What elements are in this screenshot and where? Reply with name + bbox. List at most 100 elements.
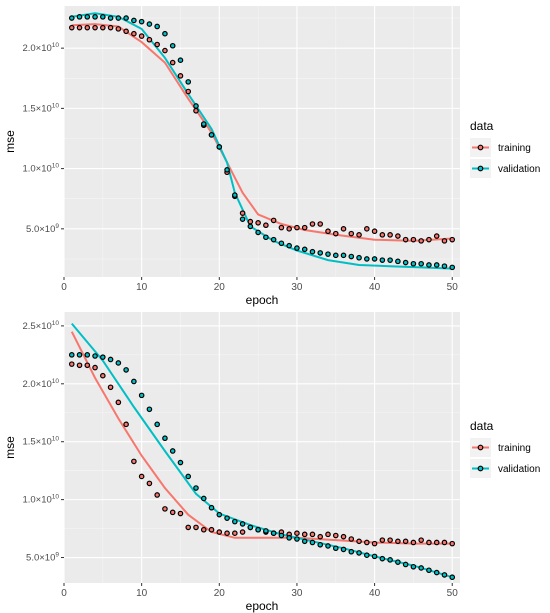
data-point-validation: [263, 234, 269, 241]
data-point-validation: [301, 538, 308, 545]
data-point-validation: [278, 532, 285, 539]
data-point-training: [154, 41, 160, 48]
data-point-validation: [278, 240, 285, 247]
data-point-validation: [433, 262, 440, 268]
data-point-training: [325, 228, 331, 235]
data-point-training: [433, 539, 440, 546]
data-point-validation: [138, 18, 145, 25]
data-point-training: [100, 24, 106, 31]
data-point-validation: [356, 550, 362, 556]
data-point-validation: [402, 561, 409, 568]
data-point-training: [154, 492, 160, 498]
data-point-validation: [177, 57, 184, 64]
data-point-training: [441, 539, 448, 546]
data-point-training: [146, 36, 153, 43]
legend-key-point: [477, 444, 484, 451]
data-point-validation: [441, 572, 448, 578]
data-point-training: [387, 232, 393, 238]
data-point-validation: [294, 245, 300, 251]
data-point-training: [395, 233, 401, 239]
data-point-training: [169, 59, 176, 66]
data-point-training: [123, 421, 129, 428]
data-point-validation: [131, 17, 137, 24]
data-point-training: [371, 540, 378, 547]
data-point-validation: [263, 528, 269, 534]
data-point-validation: [115, 360, 122, 366]
data-point-training: [131, 458, 137, 465]
data-point-training: [131, 30, 137, 37]
y-tick-mantissa: 2.5×10: [22, 321, 51, 332]
data-point-validation: [123, 367, 129, 373]
data-point-validation: [255, 229, 261, 236]
data-point-validation: [162, 30, 168, 37]
data-point-training: [68, 24, 75, 31]
y-tick-label: 1.5×1010: [22, 436, 59, 448]
data-point-validation: [379, 257, 386, 263]
y-tick-mantissa: 1.5×10: [22, 437, 51, 448]
data-point-validation: [286, 242, 292, 249]
y-tick-mantissa: 5.0×10: [26, 224, 55, 235]
data-point-validation: [325, 251, 331, 257]
data-point-training: [255, 220, 261, 226]
data-point-validation: [426, 262, 432, 268]
x-tick-label: 40: [369, 588, 381, 599]
data-point-validation: [193, 103, 199, 109]
data-point-validation: [387, 257, 393, 263]
data-point-validation: [138, 392, 145, 399]
y-tick-exponent: 10: [52, 378, 60, 385]
data-point-validation: [162, 435, 168, 442]
x-tick-label: 40: [369, 282, 381, 293]
legend-label-validation: validation: [498, 464, 540, 475]
data-point-training: [387, 537, 393, 543]
data-point-validation: [131, 378, 137, 385]
data-point-validation: [418, 260, 424, 267]
data-point-training: [309, 221, 316, 227]
data-point-training: [364, 226, 370, 232]
data-point-validation: [239, 216, 246, 222]
data-point-training: [92, 24, 98, 31]
y-tick-label: 5.0×109: [26, 552, 59, 564]
data-point-training: [193, 524, 199, 531]
data-point-training: [348, 230, 355, 237]
data-point-validation: [185, 473, 192, 480]
data-point-validation: [270, 530, 277, 537]
data-point-validation: [123, 15, 129, 21]
data-point-training: [426, 539, 432, 546]
data-point-validation: [247, 223, 254, 230]
y-tick-mantissa: 1.5×10: [22, 103, 51, 114]
data-point-validation: [340, 546, 347, 553]
y-axis-title: mse: [3, 130, 17, 153]
data-point-validation: [232, 192, 238, 198]
data-point-training: [332, 532, 339, 539]
legend-label-validation: validation: [498, 164, 540, 175]
data-point-training: [348, 536, 355, 542]
data-point-training: [340, 533, 347, 540]
data-point-training: [76, 24, 83, 31]
data-point-validation: [146, 21, 153, 27]
data-point-validation: [317, 250, 324, 256]
x-tick-label: 50: [447, 282, 459, 293]
legend-key-point: [477, 165, 484, 172]
data-point-training: [193, 107, 199, 114]
y-tick-mantissa: 1.0×10: [22, 495, 51, 506]
y-tick-exponent: 10: [52, 102, 60, 109]
data-point-validation: [200, 121, 207, 127]
data-point-validation: [115, 15, 122, 21]
data-point-training: [107, 384, 114, 391]
data-point-training: [162, 506, 168, 512]
data-point-validation: [449, 574, 456, 581]
y-tick-label: 2.0×1010: [22, 378, 59, 390]
data-point-training: [301, 531, 308, 538]
data-point-training: [84, 362, 91, 369]
data-point-training: [115, 26, 122, 32]
plot-background: [64, 6, 460, 277]
y-tick-exponent: 9: [55, 552, 59, 559]
data-point-validation: [356, 254, 362, 261]
data-point-training: [224, 530, 230, 537]
data-point-training: [402, 538, 409, 545]
legend-key-point: [477, 465, 484, 472]
x-axis-title: epoch: [246, 293, 279, 307]
data-point-training: [433, 233, 440, 239]
data-point-training: [138, 33, 145, 39]
data-point-training: [68, 361, 75, 367]
